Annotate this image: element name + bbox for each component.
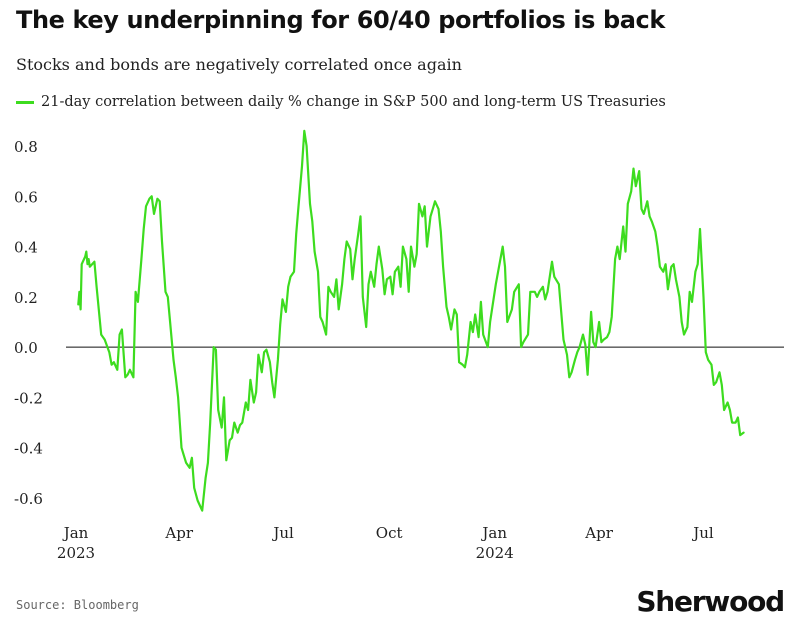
brand-logo: Sherwood	[636, 585, 785, 618]
chart-title: The key underpinning for 60/40 portfolio…	[16, 6, 665, 34]
y-tick-label: -0.6	[14, 490, 43, 508]
y-tick-label: 0.8	[14, 138, 38, 156]
legend-label: 21-day correlation between daily % chang…	[41, 94, 666, 110]
x-tick-label: Jul	[691, 524, 714, 542]
x-tick-year-label: 2024	[476, 544, 514, 562]
y-tick-label: -0.2	[14, 389, 43, 407]
series-line	[77, 129, 745, 512]
x-tick-label: Jan	[62, 524, 89, 542]
y-tick-label: 0.6	[14, 188, 38, 206]
x-tick-label: Apr	[584, 524, 613, 542]
y-tick-label: 0.2	[14, 289, 38, 307]
series-layer	[77, 129, 745, 512]
y-tick-label: 0.4	[14, 239, 38, 257]
x-tick-year-label: 2023	[57, 544, 95, 562]
x-tick-label: Jul	[271, 524, 294, 542]
legend: 21-day correlation between daily % chang…	[16, 94, 666, 110]
x-tick-label: Apr	[164, 524, 193, 542]
x-tick-label: Oct	[376, 524, 403, 542]
axis-layer: 0.8 0.6 0.4 0.2 0.0 -0.2 -0.4 -0.6 Jan 2023 Apr Jul…	[14, 138, 784, 562]
chart-subtitle: Stocks and bonds are negatively correlat…	[16, 55, 462, 74]
x-tick-label: Jan	[480, 524, 507, 542]
legend-swatch	[16, 100, 34, 104]
y-tick-label: 0.0	[14, 339, 38, 357]
source-note: Source: Bloomberg	[16, 598, 139, 612]
y-tick-label: -0.4	[14, 440, 43, 458]
